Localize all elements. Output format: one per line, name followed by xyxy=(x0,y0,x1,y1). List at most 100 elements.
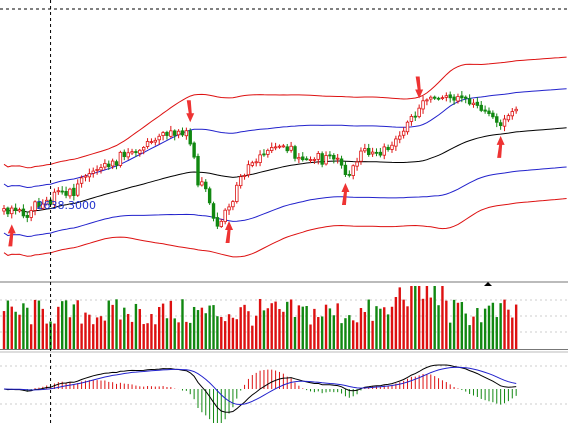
candle xyxy=(398,131,402,144)
candle xyxy=(17,207,22,213)
volume-bar xyxy=(154,324,157,349)
candle xyxy=(301,152,305,162)
volume-bar xyxy=(452,299,456,349)
candle xyxy=(235,182,239,204)
candle-body xyxy=(394,138,398,147)
candle xyxy=(227,203,231,215)
volume-bar xyxy=(324,304,328,349)
volume-bar xyxy=(196,310,200,349)
volume-bar xyxy=(103,320,107,349)
volume-bar xyxy=(410,286,413,349)
volume-bar xyxy=(355,322,359,349)
volume-bar xyxy=(278,309,281,349)
volume-bar xyxy=(18,314,21,349)
volume-bar xyxy=(227,314,231,349)
candle xyxy=(370,147,375,157)
candle-body xyxy=(409,116,414,122)
buy-arrow-icon xyxy=(225,220,234,243)
candle xyxy=(320,151,324,168)
candle xyxy=(231,200,235,211)
candle xyxy=(281,143,286,148)
volume-bar xyxy=(383,307,386,349)
candle xyxy=(64,186,68,199)
candle xyxy=(68,187,72,199)
candle-body xyxy=(83,175,88,178)
volume-bar xyxy=(464,313,467,349)
candle xyxy=(351,164,355,180)
candle-body xyxy=(37,201,41,208)
volume-bar xyxy=(503,299,506,349)
candle xyxy=(204,179,208,192)
volume-bar xyxy=(53,323,56,349)
volume-bar xyxy=(208,305,211,349)
candle-body xyxy=(479,104,483,111)
candle-body xyxy=(215,217,220,227)
candle-body xyxy=(339,158,344,166)
volume-bar xyxy=(293,316,297,349)
volume-bar xyxy=(169,300,173,349)
candle xyxy=(382,143,386,160)
volume-bar xyxy=(173,318,176,349)
candle-body xyxy=(398,135,402,140)
volume-bar xyxy=(262,310,266,349)
volume-bar xyxy=(491,302,495,349)
macd-line xyxy=(3,364,517,413)
candle-body xyxy=(270,147,274,151)
candle-body xyxy=(134,151,138,154)
macd-pane xyxy=(3,364,517,423)
candle-body xyxy=(273,146,278,149)
candle-body xyxy=(99,167,103,171)
candle xyxy=(52,188,57,207)
volume-bar xyxy=(95,317,99,349)
volume-bar xyxy=(406,306,409,349)
sell-arrow-icon xyxy=(415,76,424,99)
volume-bar xyxy=(72,304,76,349)
candle xyxy=(390,141,394,153)
candle xyxy=(270,142,274,154)
candle-body xyxy=(413,115,417,118)
volume-bar xyxy=(138,309,141,349)
candle xyxy=(184,127,189,140)
candle-body xyxy=(487,110,491,115)
candle xyxy=(114,159,119,170)
candle xyxy=(436,96,441,101)
candle xyxy=(126,148,130,160)
volume-bar xyxy=(119,319,122,349)
candle xyxy=(13,203,18,215)
candle xyxy=(355,157,359,171)
candle xyxy=(110,158,115,170)
candle xyxy=(467,94,472,106)
candle-body xyxy=(157,135,161,141)
candle-body xyxy=(223,209,227,223)
candle xyxy=(107,160,111,170)
candle xyxy=(417,104,421,119)
volume-bar xyxy=(441,286,444,349)
candle-body xyxy=(464,96,468,99)
volume-bar xyxy=(344,318,347,349)
candle xyxy=(130,148,134,156)
candle-body xyxy=(390,144,394,150)
candle xyxy=(157,133,161,145)
volume-bar xyxy=(33,299,37,349)
candle-body xyxy=(211,203,216,219)
volume-bar xyxy=(37,300,41,349)
candle-body xyxy=(301,156,305,161)
candle xyxy=(91,167,95,178)
candle-body xyxy=(130,151,134,154)
volume-bar xyxy=(212,305,215,349)
candle-body xyxy=(126,152,130,158)
candle-body xyxy=(456,96,460,102)
candle xyxy=(297,153,301,164)
candle xyxy=(21,204,26,219)
volume-bar xyxy=(88,314,91,349)
candle-body xyxy=(173,130,177,136)
volume-bar xyxy=(134,303,138,349)
candle xyxy=(76,179,80,197)
candle-body xyxy=(44,199,49,205)
volume-bar xyxy=(158,307,161,349)
candle xyxy=(246,160,251,178)
volume-bar xyxy=(126,313,130,349)
volume-bar xyxy=(231,317,235,349)
candle-body xyxy=(332,154,336,160)
